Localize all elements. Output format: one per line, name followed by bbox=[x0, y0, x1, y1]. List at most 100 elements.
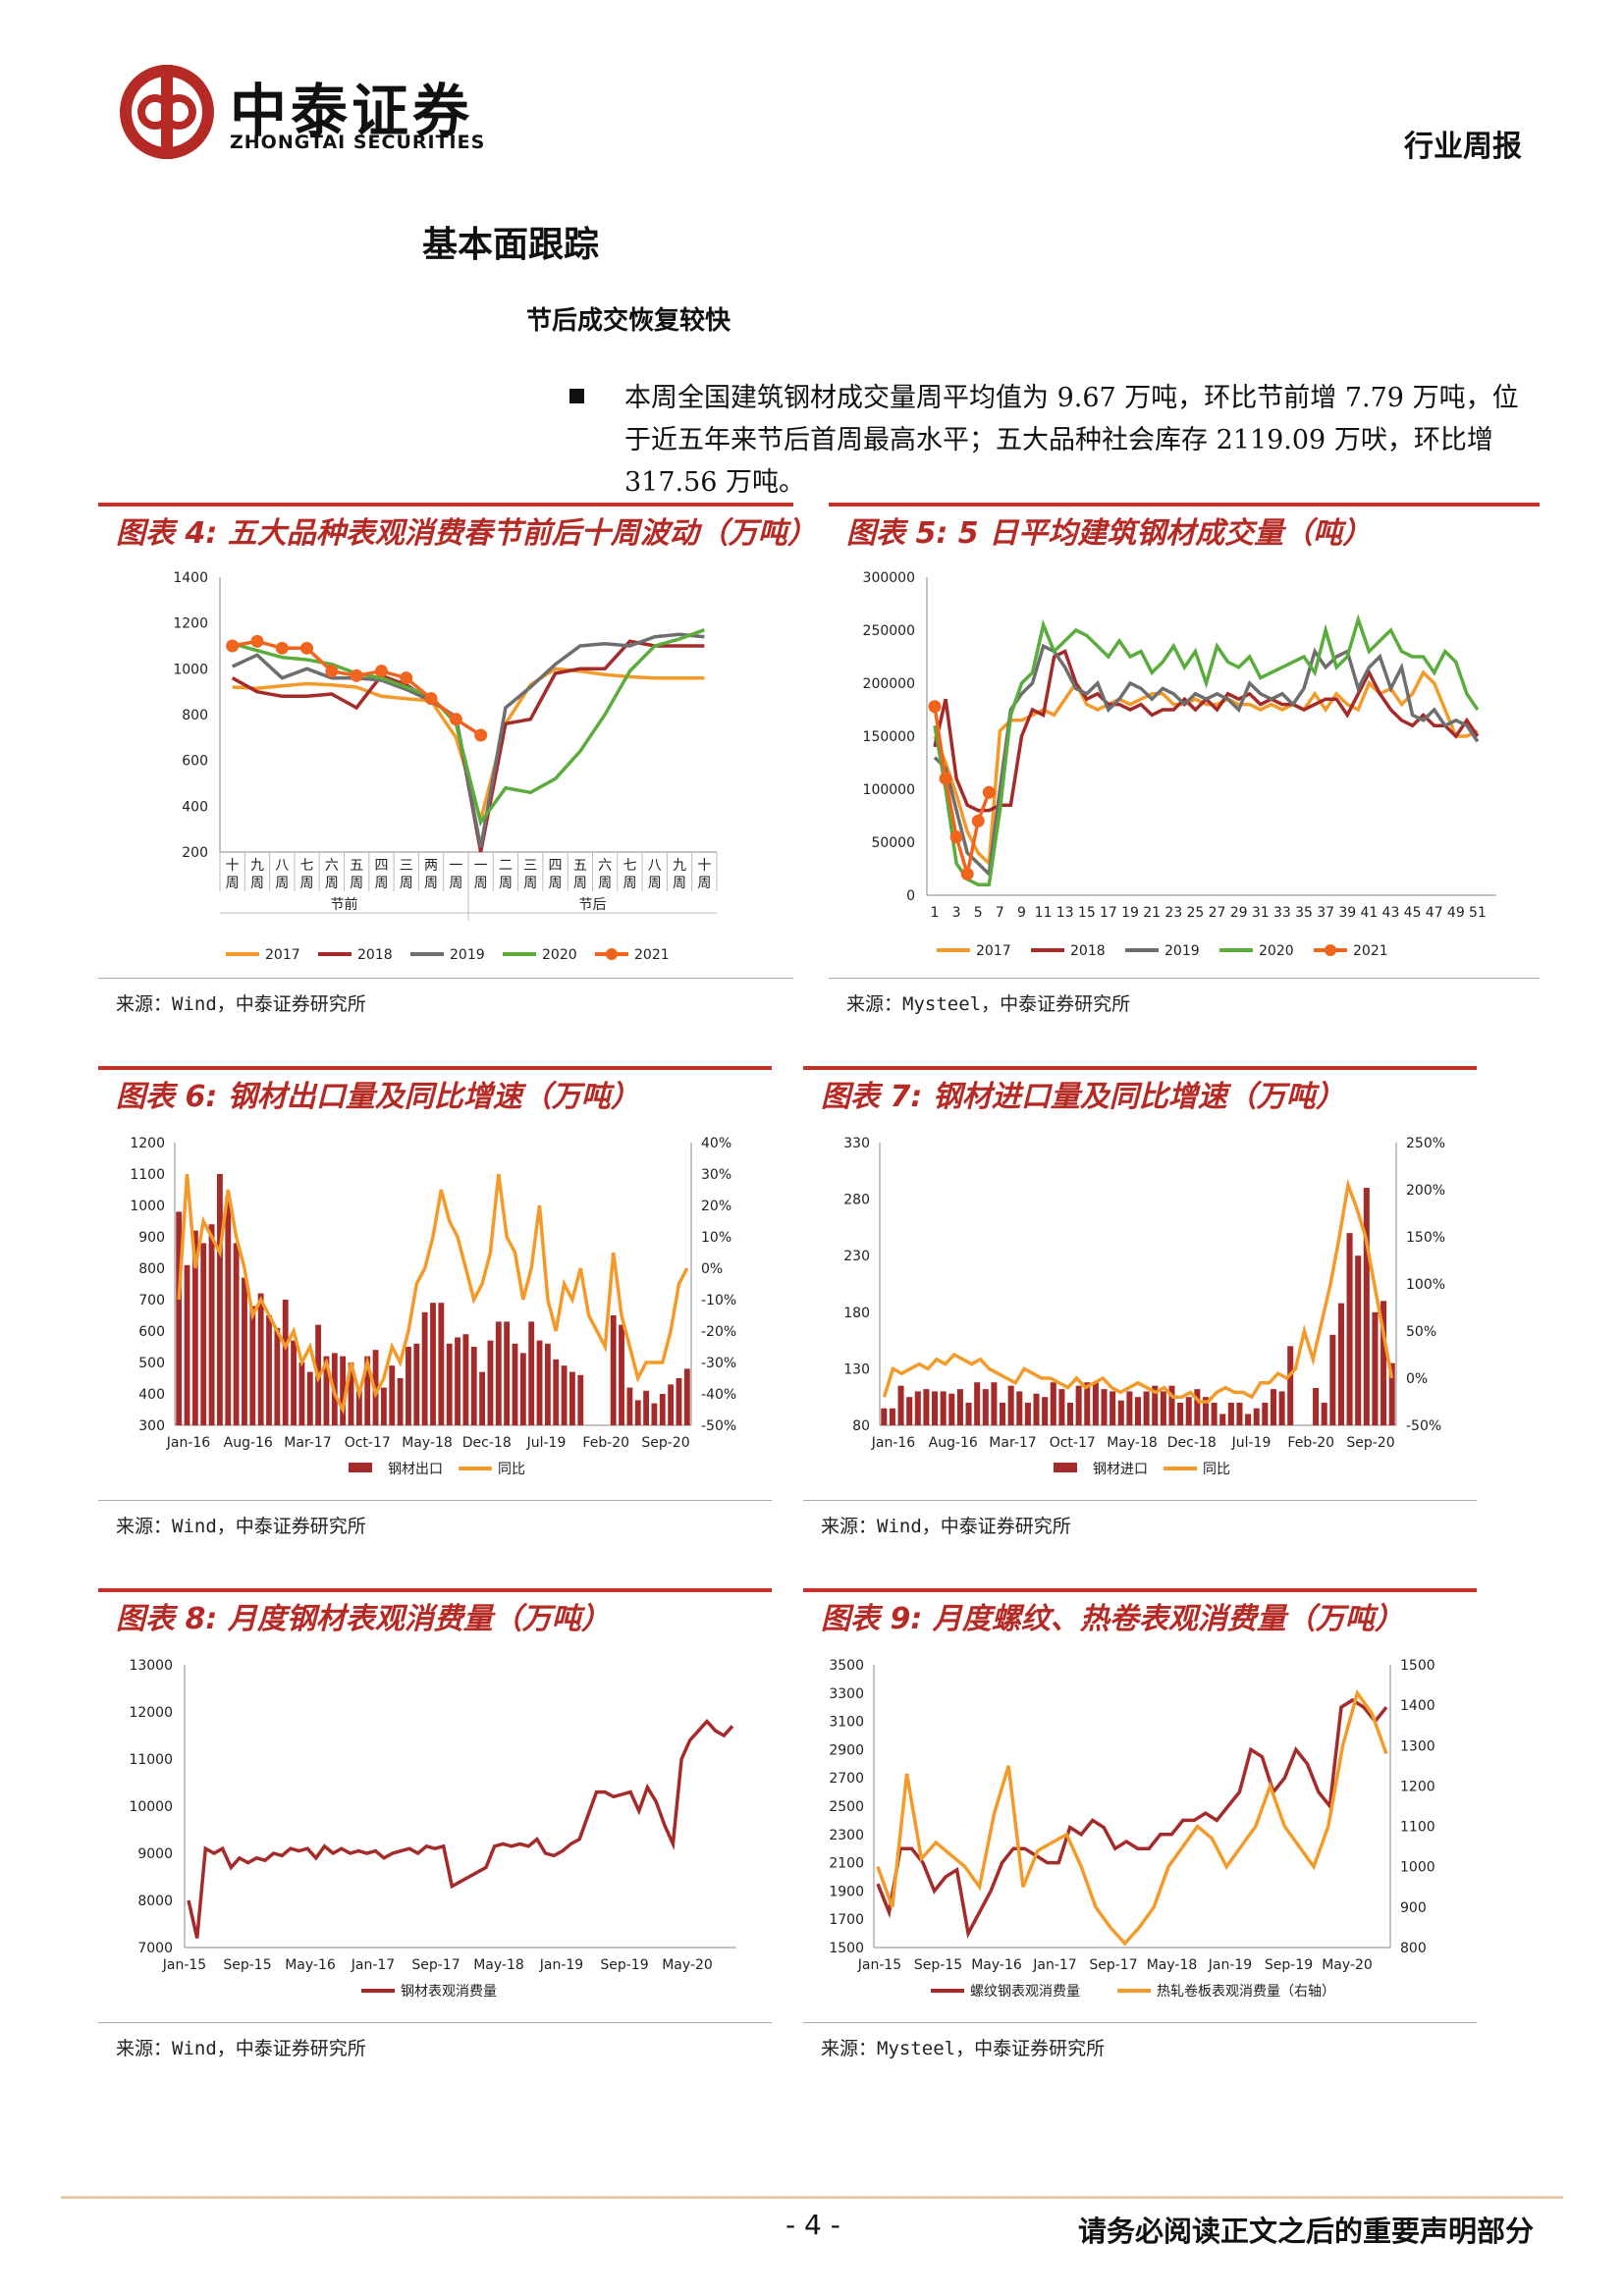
sub-title: 节后成交恢复较快 bbox=[526, 306, 731, 336]
bar bbox=[1372, 1311, 1379, 1425]
y-tick-label: 1200 bbox=[1400, 1779, 1435, 1794]
source-4: 来源：Wind，中泰证券研究所 bbox=[116, 993, 366, 1015]
bar bbox=[1236, 1402, 1243, 1425]
bar bbox=[1329, 1334, 1336, 1425]
report-type: 行业周报 bbox=[1404, 130, 1522, 164]
chart-4: 200400600800100012001400十周九周八周七周六周五周四周三周… bbox=[173, 570, 718, 963]
data-point bbox=[928, 700, 942, 714]
panel-top-rule bbox=[98, 1066, 772, 1070]
data-point bbox=[474, 728, 488, 742]
y-tick-label: 230 bbox=[843, 1249, 870, 1264]
y-tick-label: 150% bbox=[1406, 1230, 1445, 1246]
bar bbox=[1227, 1402, 1234, 1425]
y-tick-label: -50% bbox=[701, 1418, 736, 1434]
y-tick-label: -30% bbox=[701, 1356, 736, 1371]
bar bbox=[528, 1321, 535, 1425]
x-tick-label: 15 bbox=[1078, 905, 1096, 921]
legend-label: 2018 bbox=[1070, 943, 1106, 959]
y-tick-label: 1200 bbox=[173, 616, 208, 632]
series-line bbox=[187, 1718, 734, 1939]
bar bbox=[421, 1311, 428, 1425]
bar bbox=[504, 1321, 511, 1425]
bar bbox=[274, 1327, 281, 1425]
bar bbox=[1313, 1387, 1320, 1425]
x-tick-label: Sep-17 bbox=[411, 1957, 460, 1973]
series-line bbox=[177, 1173, 689, 1415]
bar bbox=[1075, 1385, 1082, 1425]
x-tick-label: Feb-20 bbox=[582, 1435, 629, 1451]
bar bbox=[1380, 1301, 1387, 1425]
y-tick-label: 800 bbox=[182, 708, 208, 723]
y-tick-label: 600 bbox=[182, 754, 208, 770]
x-tick-label: 11 bbox=[1035, 905, 1053, 921]
x-tick-label: 四 bbox=[549, 858, 563, 874]
bar bbox=[619, 1324, 624, 1425]
x-tick-label: 一 bbox=[474, 858, 488, 874]
legend-label: 螺纹钢表观消费量 bbox=[970, 1984, 1080, 2000]
x-tick-label: 九 bbox=[673, 858, 686, 874]
bar bbox=[889, 1408, 895, 1425]
x-tick-label: 49 bbox=[1447, 905, 1465, 921]
bar bbox=[1050, 1382, 1056, 1425]
y-tick-label: 2700 bbox=[829, 1771, 864, 1787]
panel-top-rule bbox=[98, 503, 793, 507]
bar bbox=[683, 1368, 690, 1425]
x-tick-label: 周 bbox=[573, 876, 587, 891]
bar bbox=[956, 1389, 963, 1425]
x-tick-label: 5 bbox=[974, 905, 983, 921]
x-tick-label: Sep-15 bbox=[914, 1957, 962, 1973]
y-tick-label: 300000 bbox=[863, 570, 915, 586]
x-tick-label: 29 bbox=[1230, 905, 1248, 921]
x-tick-label: 35 bbox=[1295, 905, 1313, 921]
bar bbox=[430, 1303, 436, 1425]
bar bbox=[225, 1196, 232, 1425]
bar bbox=[257, 1293, 264, 1425]
y-tick-label: 900 bbox=[1400, 1900, 1427, 1916]
x-tick-label: 19 bbox=[1121, 905, 1139, 921]
bar bbox=[643, 1390, 650, 1425]
company-logo bbox=[120, 65, 214, 159]
y-tick-label: 500 bbox=[138, 1356, 165, 1371]
legend-label: 2021 bbox=[634, 947, 670, 963]
y-tick-label: 1000 bbox=[1400, 1860, 1435, 1876]
panel-top-rule bbox=[98, 1588, 772, 1592]
y-tick-label: 280 bbox=[843, 1193, 870, 1208]
bar bbox=[651, 1403, 658, 1425]
bar bbox=[306, 1371, 313, 1425]
bar bbox=[668, 1384, 675, 1425]
x-tick-label: 37 bbox=[1317, 905, 1334, 921]
bar bbox=[1126, 1391, 1133, 1425]
y-tick-label: 1300 bbox=[1400, 1738, 1435, 1754]
x-tick-label: 周 bbox=[648, 876, 662, 891]
y-tick-label: 1000 bbox=[130, 1199, 165, 1214]
panel-title-4: 图表 4: 五大品种表观消费春节前后十周波动（万吨） bbox=[116, 516, 817, 551]
x-tick-label: 43 bbox=[1382, 905, 1400, 921]
data-point bbox=[325, 665, 339, 678]
x-tick-label: May-18 bbox=[1147, 1957, 1198, 1973]
bar bbox=[1168, 1385, 1175, 1425]
bar bbox=[577, 1374, 584, 1425]
x-tick-label: Jan-17 bbox=[351, 1957, 395, 1973]
bar bbox=[965, 1402, 972, 1425]
y-tick-label: 1500 bbox=[829, 1941, 864, 1956]
bar bbox=[553, 1359, 560, 1425]
x-tick-label: 六 bbox=[598, 858, 612, 874]
y-tick-label: 2900 bbox=[829, 1742, 864, 1758]
bar bbox=[1007, 1385, 1014, 1425]
x-tick-label: 1 bbox=[931, 905, 940, 921]
y-tick-label: 200 bbox=[182, 845, 208, 861]
bar bbox=[1346, 1233, 1353, 1425]
bar bbox=[1024, 1402, 1031, 1425]
bar bbox=[242, 1277, 247, 1425]
bar bbox=[462, 1334, 469, 1425]
x-tick-label: Jan-16 bbox=[871, 1435, 916, 1451]
x-tick-label: 七 bbox=[623, 858, 636, 874]
x-tick-label: 周 bbox=[275, 876, 289, 891]
bar bbox=[914, 1391, 921, 1425]
legend-label: 钢材出口 bbox=[388, 1462, 443, 1477]
bar bbox=[634, 1400, 641, 1425]
x-tick-label: 25 bbox=[1186, 905, 1204, 921]
bar bbox=[176, 1211, 183, 1425]
legend-label: 2017 bbox=[976, 943, 1011, 959]
